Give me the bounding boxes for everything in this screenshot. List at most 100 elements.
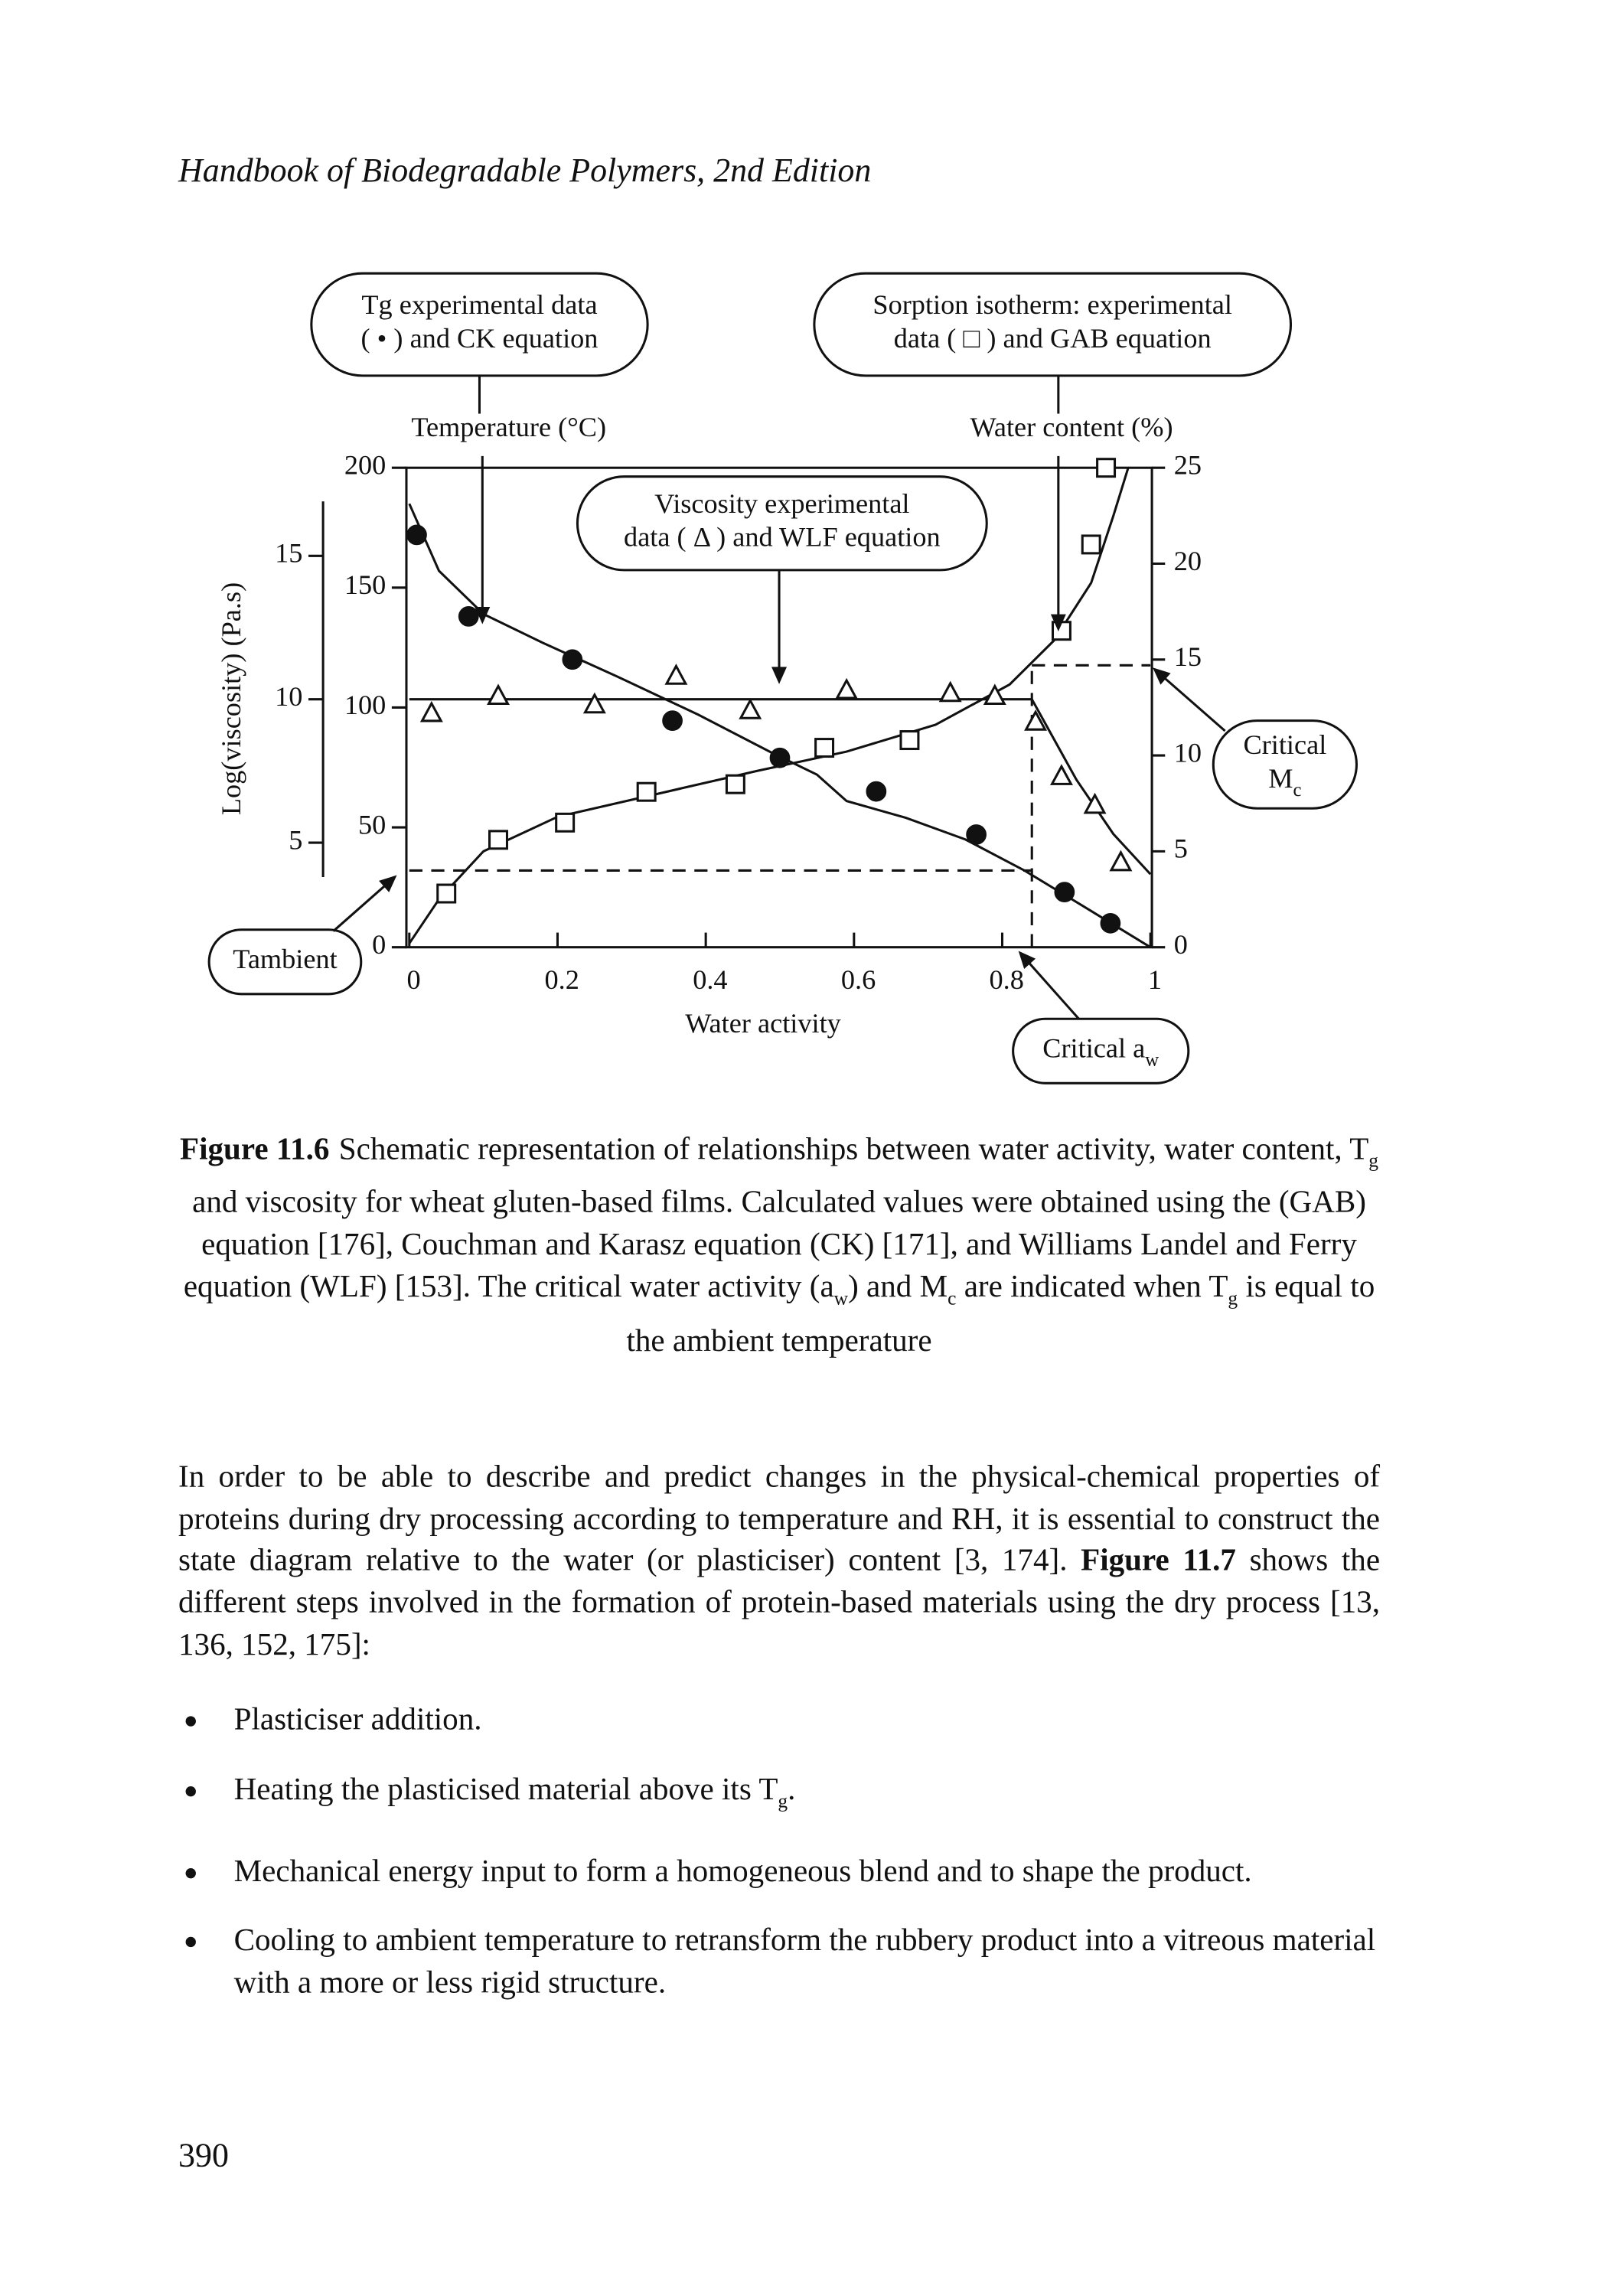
x-tick-label: 0.4 (693, 964, 727, 995)
text-run: Sorption isotherm: experimental (872, 289, 1232, 320)
y3-axis-title: Log(viscosity) (Pa.s) (216, 582, 246, 815)
text-run: . (788, 1771, 796, 1807)
data-point (487, 683, 510, 706)
bullet-item: Cooling to ambient temperature to retran… (178, 1920, 1380, 2004)
y-tick-label: 50 (358, 809, 386, 840)
y2-tick-label: 25 (1174, 450, 1202, 481)
data-point (1096, 458, 1117, 478)
data-point (814, 738, 835, 758)
data-point (1109, 850, 1133, 872)
text-run: Schematic representation of relationship… (338, 1131, 1369, 1167)
critical-aw-callout-text: Critical aw (1042, 1033, 1159, 1071)
arrow-head (771, 667, 788, 684)
text-run: data ( Δ ) and WLF equation (624, 522, 941, 553)
fit-curve (408, 467, 1130, 944)
arrow-head (475, 607, 491, 625)
y-tick-label: 100 (344, 690, 386, 720)
x-tick-label: 0.2 (545, 964, 579, 995)
data-point (458, 606, 479, 627)
x-axis-title: Water activity (685, 1008, 841, 1039)
y2-tick-label: 10 (1174, 737, 1202, 768)
data-point (662, 710, 683, 732)
text-run: Plasticiser addition. (233, 1701, 482, 1737)
text-run: ( • ) and CK equation (361, 323, 599, 354)
text-run: Cooling to ambient temperature to retran… (233, 1923, 1376, 2001)
critical-mc-callout-text: Mc (1268, 763, 1301, 801)
data-point (1081, 534, 1101, 555)
figure-caption: Figure 11.6 Schematic representation of r… (178, 1129, 1380, 1362)
subscript: g (1228, 1287, 1238, 1309)
text-run: Tambient (233, 944, 338, 974)
subscript: w (833, 1287, 849, 1309)
subscript: g (1368, 1149, 1379, 1172)
bullet-item: Plasticiser addition. (178, 1698, 1380, 1740)
bold-text: Figure 11.7 (1081, 1542, 1236, 1578)
y2-tick-label: 15 (1174, 641, 1202, 672)
text-run: Viscosity experimental (654, 488, 909, 519)
y3-tick-label: 10 (275, 681, 302, 712)
y3-tick-label: 5 (289, 824, 302, 855)
data-point (983, 683, 1006, 706)
tg-callout-text: Tg experimental data (361, 289, 597, 320)
data-point (966, 824, 987, 845)
data-point (1054, 882, 1075, 903)
text-run: and viscosity for wheat gluten-based fil… (183, 1184, 1366, 1305)
y2-tick-label: 20 (1174, 546, 1202, 576)
x-tick-label: 0 (406, 964, 420, 995)
text-run: Critical (1243, 729, 1326, 760)
text-run: Mechanical energy input to form a homoge… (233, 1853, 1252, 1889)
y-tick-label: 200 (344, 450, 386, 481)
data-point (725, 774, 745, 794)
text-run: ) and M (848, 1269, 948, 1305)
tg-callout-text: ( • ) and CK equation (361, 323, 599, 354)
body-paragraph: In order to be able to describe and pred… (178, 1456, 1380, 1665)
fit-curve (409, 698, 1152, 876)
data-point (769, 747, 791, 768)
subscript: g (778, 1789, 788, 1812)
y3-tick-label: 15 (275, 538, 302, 569)
x-tick-label: 0.6 (841, 964, 876, 995)
data-point (866, 781, 887, 802)
data-point (406, 524, 427, 546)
data-point (835, 677, 859, 700)
data-point (555, 812, 576, 833)
y-axis-title: Temperature (°C) (411, 412, 606, 442)
sorption-callout-text: data ( □ ) and GAB equation (894, 323, 1212, 354)
data-point (636, 781, 657, 802)
text-run: Critical a (1042, 1033, 1145, 1064)
text-run: Tg experimental data (361, 289, 597, 320)
data-point (938, 680, 962, 703)
leader-line (1019, 952, 1080, 1020)
critical-mc-callout-box (1212, 719, 1358, 810)
critical-aw-callout-box (1012, 1017, 1190, 1084)
text-run: Heating the plasticised material above i… (233, 1771, 778, 1807)
viscosity-callout-box (576, 475, 988, 572)
data-point (1024, 709, 1048, 731)
viscosity-callout-text: data ( Δ ) and WLF equation (624, 522, 941, 553)
text-run: data ( □ ) and GAB equation (894, 323, 1212, 354)
text-run: M (1268, 763, 1293, 794)
leader-line (1153, 668, 1226, 732)
arrow-head (1153, 667, 1171, 685)
ambient-callout-box (207, 928, 363, 996)
subscript: c (1293, 780, 1302, 801)
y-tick-label: 0 (372, 929, 386, 960)
arrow-head (379, 875, 397, 892)
data-point (419, 700, 443, 722)
y2-tick-label: 5 (1174, 833, 1188, 864)
data-point (488, 830, 508, 850)
running-header: Handbook of Biodegradable Polymers, 2nd … (178, 152, 872, 189)
viscosity-callout-text: Viscosity experimental (654, 488, 909, 519)
data-point (1083, 792, 1107, 814)
text-run: is equal to the ambient temperature (626, 1269, 1375, 1358)
sorption-callout-text: Sorption isotherm: experimental (872, 289, 1232, 320)
data-point (436, 883, 457, 904)
text-run: In order to be able to describe and pred… (178, 1459, 1381, 1578)
x-tick-label: 0.8 (990, 964, 1024, 995)
data-point (582, 692, 606, 714)
bullet-item: Mechanical energy input to form a homoge… (178, 1850, 1380, 1892)
bullet-list: Plasticiser addition. Heating the plastic… (178, 1698, 1380, 2031)
arrow-head (1018, 951, 1036, 969)
